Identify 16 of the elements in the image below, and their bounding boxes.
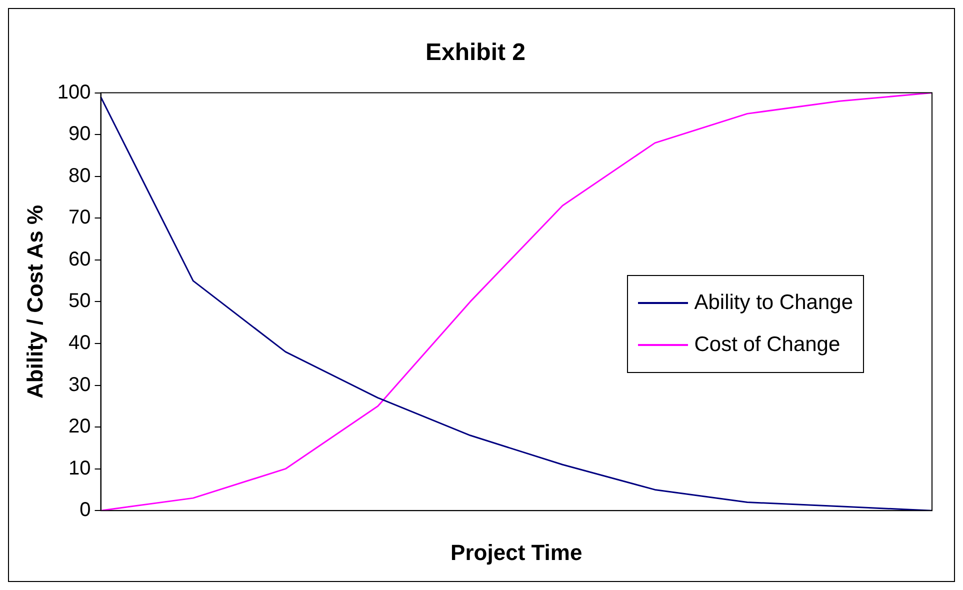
y-tick-label: 50 [68, 290, 91, 312]
y-tick-label: 70 [68, 206, 91, 229]
y-tick-label: 30 [68, 374, 91, 396]
y-tick-label: 40 [68, 332, 91, 354]
y-tick-label: 100 [57, 81, 91, 104]
legend-label: Cost of Change [694, 333, 840, 357]
x-axis-title: Project Time [450, 540, 582, 565]
y-axis-title: Ability / Cost As % [22, 204, 48, 398]
y-tick-label: 20 [68, 416, 91, 438]
y-tick-label: 0 [80, 499, 91, 522]
legend-label: Ability to Change [694, 291, 853, 315]
y-tick-label: 60 [68, 248, 91, 270]
y-tick-label: 90 [68, 123, 91, 146]
y-tick-label: 10 [68, 457, 91, 480]
chart-title: Exhibit 2 [425, 39, 526, 66]
y-tick-label: 80 [68, 164, 91, 187]
